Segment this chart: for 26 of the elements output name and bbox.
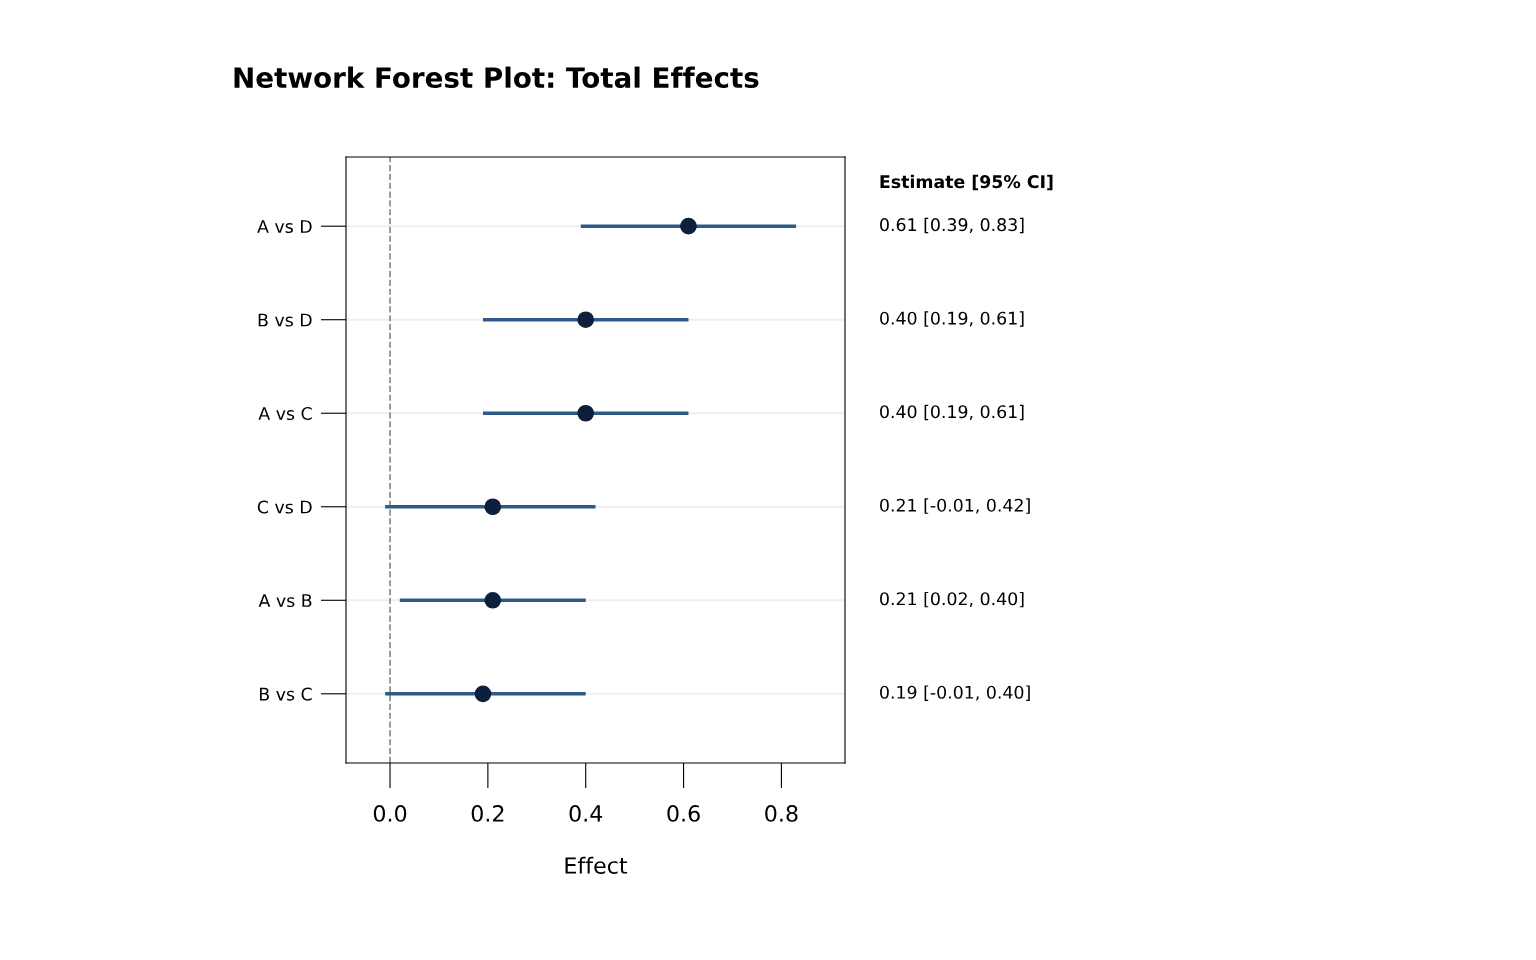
y-tick-label: C vs D: [257, 500, 312, 514]
data-label: 0.40 [0.19, 0.61]: [880, 311, 1024, 327]
point: [484, 591, 502, 609]
data-label: 0.19 [-0.01, 0.40]: [880, 685, 1030, 701]
data-label: 0.21 [-0.01, 0.42]: [880, 498, 1030, 514]
point: [484, 498, 502, 516]
point: [577, 311, 595, 329]
x-tick-label: 0.6: [667, 805, 700, 822]
x-axis-title: Effect: [565, 856, 628, 874]
x-tick-label: 0.8: [765, 805, 798, 822]
x-tick-label: 0.4: [569, 805, 603, 822]
y-tick-label: A vs C: [258, 406, 312, 421]
y-tick-label: B vs D: [258, 313, 312, 327]
y-tick-label: B vs C: [259, 687, 312, 701]
data-label: 0.21 [0.02, 0.40]: [880, 591, 1024, 608]
y-tick-label: A vs D: [257, 220, 312, 234]
point: [680, 217, 697, 235]
text: Estimate [95% CI]: [880, 174, 1053, 191]
chart-title: Network Forest Plot: Total Effects: [234, 66, 759, 89]
point: [577, 404, 595, 422]
y-tick-label: A vs B: [258, 594, 312, 608]
point: [474, 685, 492, 703]
x-tick-label: 0.2: [471, 805, 504, 822]
x-tick-label: 0.0: [373, 805, 407, 822]
data-label: 0.61 [0.39, 0.83]: [880, 217, 1024, 234]
data-label: 0.40 [0.19, 0.61]: [880, 404, 1024, 421]
